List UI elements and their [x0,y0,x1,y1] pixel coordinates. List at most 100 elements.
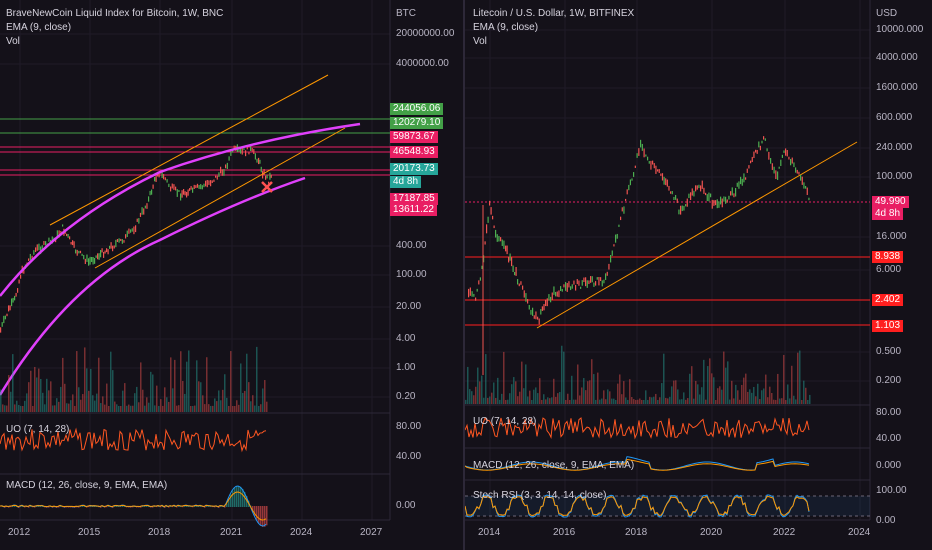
right-candle [783,150,785,153]
right-candle [590,276,592,283]
left-candle [91,257,93,262]
left-volume-bar [2,404,4,412]
right-candle [509,253,511,261]
right-candle [686,198,688,207]
left-volume-bar [256,346,258,412]
left-volume-bar [56,398,58,412]
right-volume-bar [503,351,505,404]
right-volume-bar [655,393,657,404]
right-volume-bar [807,399,809,404]
left-macd-tick-0: 0.00 [396,500,416,511]
left-candle [180,193,182,201]
left-candle [178,189,180,193]
left-candle [146,203,148,209]
right-volume-bar [715,399,717,404]
right-candle [726,199,728,203]
right-candle [623,206,625,214]
left-candle [161,170,163,179]
left-macd-hist [172,506,174,508]
right-candle [540,309,542,315]
right-volume-bar [741,384,743,404]
right-volume-bar [665,397,667,404]
right-candle [527,299,529,304]
left-macd-hist [122,505,124,507]
left-candle [56,230,58,237]
left-candle [38,243,40,251]
right-candle [703,187,705,194]
left-macd-hist [156,506,158,508]
right-candle [517,279,519,285]
left-candle [176,189,178,197]
right-candle [728,195,730,200]
right-chart-canvas[interactable] [465,0,932,550]
right-volume-bar [795,399,797,404]
left-macd-hist [262,506,264,527]
right-candle [487,216,489,223]
left-volume-bar [14,404,16,412]
left-candle [15,292,17,297]
right-volume-bar [471,391,473,404]
right-volume-bar [543,394,545,404]
left-volume-bar [98,357,100,412]
left-candle [20,274,22,279]
right-volume-bar [487,397,489,404]
left-volume-bar [172,388,174,412]
right-x-tick-1: 2016 [553,527,576,538]
left-candle [79,250,82,254]
left-macd-hist [224,506,226,508]
left-upper-curve [0,122,361,297]
left-candle [66,233,68,237]
left-candle [128,228,130,234]
left-candle [221,169,223,176]
right-volume-bar [731,380,733,404]
left-candle [17,288,19,293]
left-volume-bar [260,404,262,412]
right-candle [781,154,783,158]
left-macd-hist [14,505,16,507]
right-candle [775,170,777,180]
right-volume-bar [693,398,695,404]
right-volume-bar [793,395,795,404]
right-volume-bar [791,365,793,404]
left-volume-bar [42,392,44,412]
right-candle [595,281,597,286]
right-candle [495,229,497,238]
left-chart-canvas[interactable] [0,0,465,550]
left-chart-pane[interactable]: BraveNewCoin Liquid Index for Bitcoin, 1… [0,0,465,550]
right-volume-bar [659,397,661,404]
left-macd-hist [258,506,260,524]
right-volume-bar [691,366,693,404]
right-volume-bar [469,389,471,404]
right-volume-bar [709,358,711,404]
left-candle [201,185,203,190]
left-macd-hist [198,505,200,507]
right-candle [790,158,792,166]
left-macd-hist [92,505,94,507]
left-volume-bar [66,403,68,412]
left-candle [6,313,8,317]
right-candle [498,235,500,242]
left-candle [100,250,102,258]
right-volume-bar [675,380,677,404]
left-macd-hist [38,505,40,507]
left-volume-bar [80,399,82,412]
right-volume-bar [663,353,665,404]
left-volume-bar [40,378,42,412]
right-volume-bar [789,398,791,404]
right-volume-bar [769,386,771,404]
left-macd-hist [90,505,92,507]
left-lower-trendline [94,127,346,269]
right-candle [756,149,758,154]
left-candle [175,186,177,191]
right-volume-bar [751,392,753,404]
right-candle [753,151,755,159]
right-volume-bar [591,359,593,404]
left-volume-bar [246,353,248,412]
right-chart-pane[interactable]: Litecoin / U.S. Dollar, 1W, BITFINEX EMA… [465,0,932,550]
left-vol-label: Vol [6,36,20,47]
right-candle [613,244,615,247]
left-volume-bar [196,360,198,412]
left-volume-bar [74,405,76,412]
left-volume-bar [128,404,130,412]
left-volume-bar [32,405,34,412]
